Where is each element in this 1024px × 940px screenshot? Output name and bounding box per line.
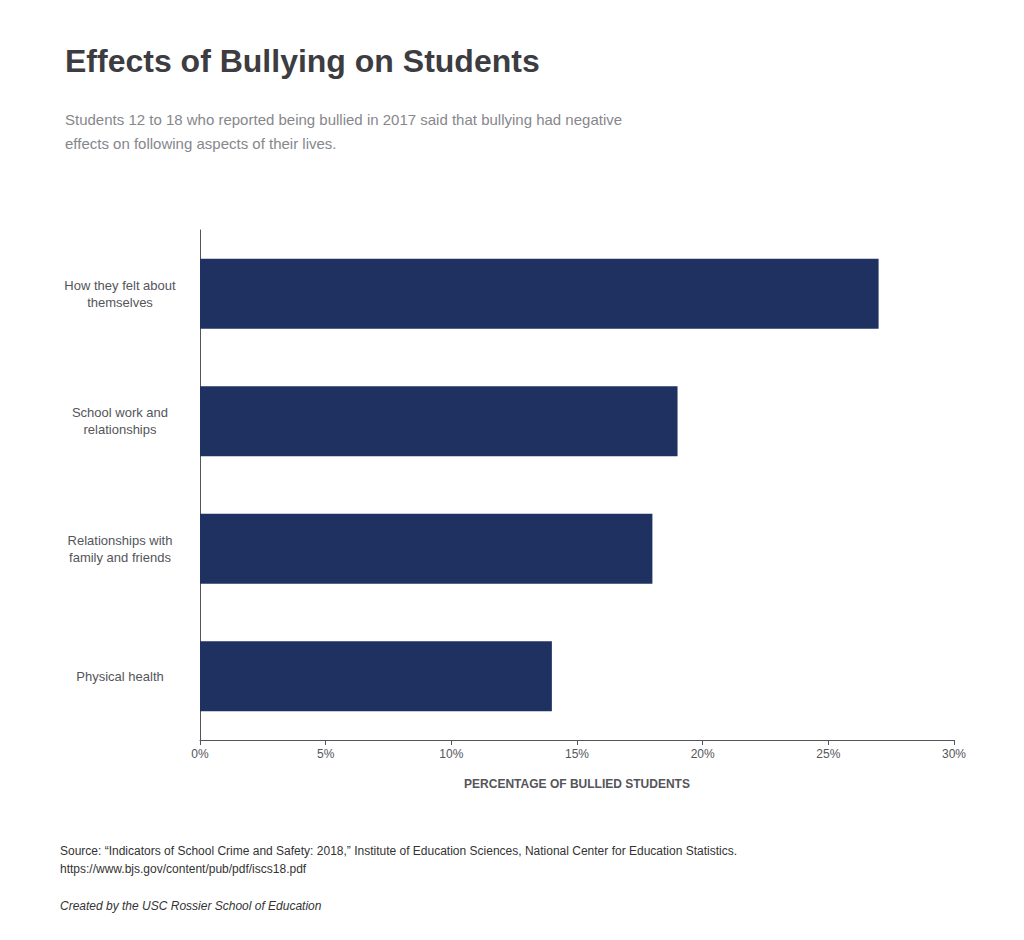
svg-text:PERCENTAGE OF BULLIED STUDENTS: PERCENTAGE OF BULLIED STUDENTS [464,777,690,791]
svg-text:Effects of Bullying on Student: Effects of Bullying on Students [65,43,540,79]
svg-text:Relationships with: Relationships with [68,533,173,548]
svg-text:20%: 20% [691,747,715,761]
svg-text:25%: 25% [816,747,840,761]
svg-text:10%: 10% [439,747,463,761]
svg-text:https://www.bjs.gov/content/pu: https://www.bjs.gov/content/pub/pdf/iscs… [60,862,307,876]
svg-text:Source: “Indicators of School: Source: “Indicators of School Crime and … [60,844,737,858]
svg-text:relationships: relationships [84,422,157,437]
svg-text:themselves: themselves [87,295,153,310]
svg-text:How they felt about: How they felt about [64,278,176,293]
svg-text:0%: 0% [191,747,209,761]
svg-text:15%: 15% [565,747,589,761]
svg-text:effects on following aspects o: effects on following aspects of their li… [65,135,337,152]
svg-text:Students 12 to 18 who reported: Students 12 to 18 who reported being bul… [65,111,622,128]
svg-text:School work and: School work and [72,405,168,420]
svg-text:Created by the USC Rossier Sch: Created by the USC Rossier School of Edu… [60,899,322,913]
svg-text:Physical health: Physical health [76,669,163,684]
svg-text:5%: 5% [317,747,335,761]
svg-text:family and friends: family and friends [69,550,171,565]
svg-text:30%: 30% [942,747,966,761]
